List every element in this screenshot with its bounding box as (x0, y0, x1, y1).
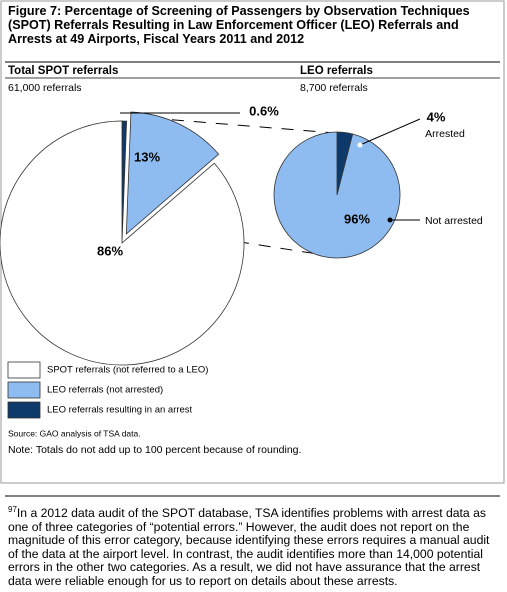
category-label: Not arrested (425, 215, 483, 227)
pie-slice (0, 120, 245, 366)
chart-subtitle: 8,700 referrals (300, 82, 368, 94)
connector (149, 117, 336, 134)
chart-subtitle: 61,000 referrals (8, 82, 82, 94)
value-label: 0.6% (249, 103, 279, 118)
chart-title: Total SPOT referrals (8, 65, 118, 77)
leader-line (359, 118, 421, 146)
value-label: 4% (427, 109, 446, 124)
legend-label: SPOT referrals (not referred to a LEO) (47, 365, 208, 376)
pie-slice (125, 111, 220, 235)
leader-dot (387, 217, 393, 223)
legend-swatch (7, 401, 41, 419)
value-label: 86% (97, 243, 123, 258)
pie-slice (121, 120, 128, 244)
chart-title: LEO referrals (300, 65, 373, 77)
legend-swatch (7, 361, 41, 379)
footnote: 97In a 2012 data audit of the SPOT datab… (8, 503, 500, 589)
value-label: 13% (134, 149, 160, 164)
legend-label: LEO referrals resulting in an arrest (47, 405, 193, 416)
value-label: 96% (344, 211, 370, 226)
legend-swatch (7, 381, 41, 399)
footnote-number: 97 (8, 505, 17, 514)
footnote-text: In a 2012 data audit of the SPOT databas… (8, 506, 490, 589)
note: Note: Totals do not add up to 100 percen… (8, 444, 301, 456)
category-label: Arrested (425, 128, 465, 140)
pie-slice (273, 131, 401, 259)
source: Source: GAO analysis of TSA data. (8, 428, 141, 438)
legend-label: LEO referrals (not arrested) (47, 385, 163, 396)
figure-title: Figure 7: Percentage of Screening of Pas… (8, 4, 470, 46)
leader-dot (357, 142, 363, 148)
